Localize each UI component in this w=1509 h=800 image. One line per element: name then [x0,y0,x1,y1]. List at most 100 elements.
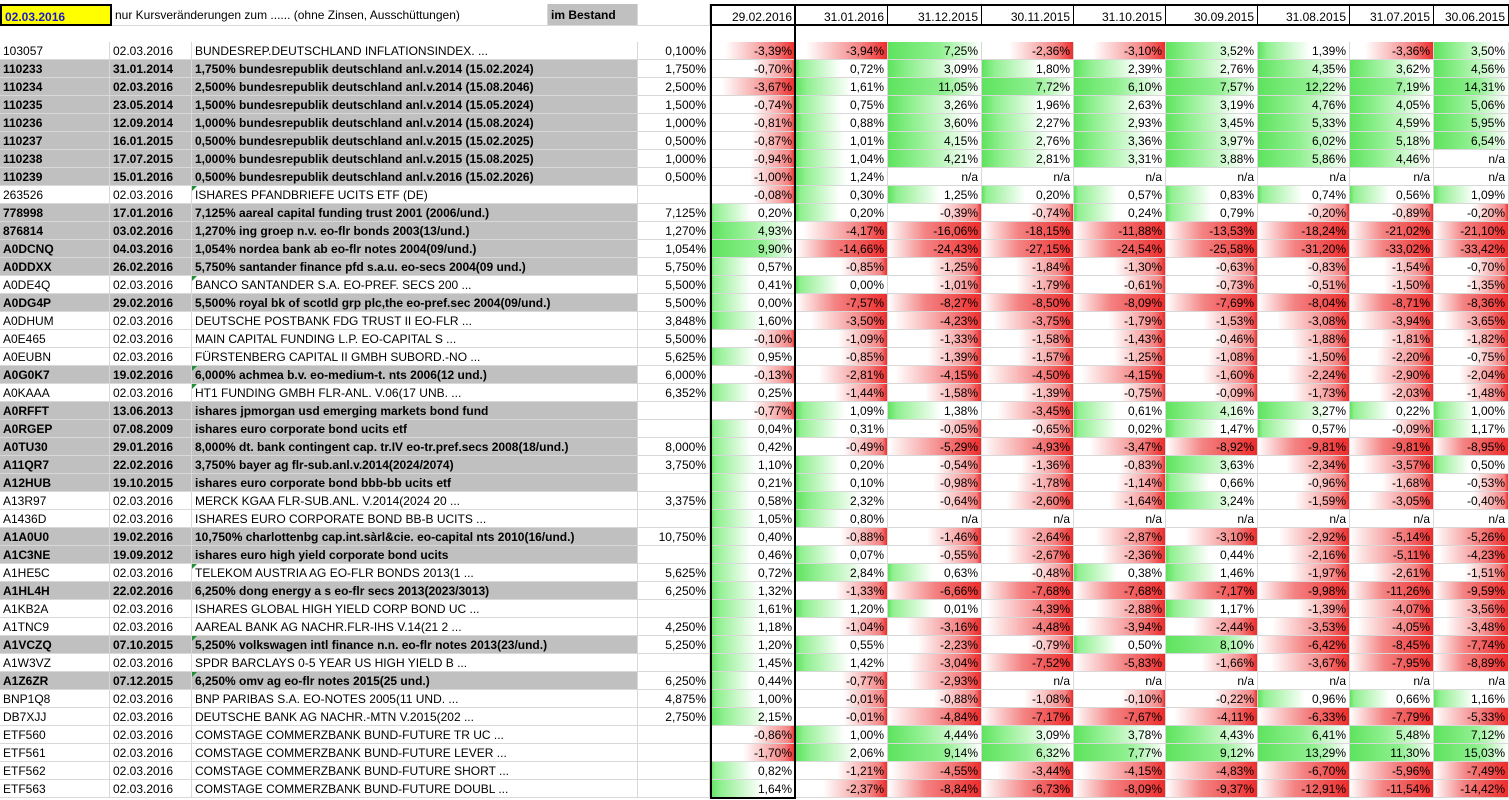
change-cell-3[interactable]: -1,84% [982,258,1074,276]
change-cell-0[interactable]: 0,82% [710,762,796,780]
coupon-cell[interactable]: 5,500% [638,294,710,312]
change-cell-4[interactable]: 3,78% [1074,726,1166,744]
coupon-cell[interactable]: 6,000% [638,366,710,384]
change-cell-0[interactable]: -0,10% [710,330,796,348]
change-cell-7[interactable]: n/a [1350,168,1434,186]
change-cell-0[interactable]: 0,95% [710,348,796,366]
change-cell-6[interactable]: -2,16% [1258,546,1350,564]
coupon-cell[interactable]: 6,250% [638,672,710,690]
security-name-cell[interactable]: MAIN CAPITAL FUNDING L.P. EO-CAPITAL S .… [192,330,638,348]
change-cell-8[interactable]: -5,33% [1434,708,1509,726]
change-cell-2[interactable]: 11,05% [888,78,982,96]
change-cell-8[interactable]: -1,35% [1434,276,1509,294]
period-header-3[interactable]: 30.11.2015 [982,4,1074,26]
change-cell-1[interactable]: 2,32% [796,492,888,510]
change-cell-6[interactable]: -8,04% [1258,294,1350,312]
security-id-cell[interactable]: 876814 [0,222,110,240]
purchase-date-cell[interactable]: 02.03.2016 [110,690,192,708]
change-cell-1[interactable]: 1,04% [796,150,888,168]
change-cell-7[interactable]: -3,94% [1350,312,1434,330]
change-cell-6[interactable]: -1,97% [1258,564,1350,582]
security-name-cell[interactable]: COMSTAGE COMMERZBANK BUND-FUTURE LEVER .… [192,744,638,762]
change-cell-3[interactable]: -2,64% [982,528,1074,546]
change-cell-3[interactable]: -4,39% [982,600,1074,618]
coupon-cell[interactable]: 2,500% [638,78,710,96]
change-cell-5[interactable]: -8,92% [1166,438,1258,456]
change-cell-1[interactable]: -0,85% [796,348,888,366]
change-cell-4[interactable]: 0,02% [1074,420,1166,438]
change-cell-7[interactable]: 7,19% [1350,78,1434,96]
change-cell-5[interactable]: 0,44% [1166,546,1258,564]
change-cell-8[interactable]: -8,36% [1434,294,1509,312]
change-cell-0[interactable]: 1,64% [710,780,796,798]
coupon-cell[interactable]: 4,250% [638,618,710,636]
change-cell-7[interactable]: n/a [1350,510,1434,528]
purchase-date-cell[interactable]: 02.03.2016 [110,762,192,780]
change-cell-8[interactable]: 1,16% [1434,690,1509,708]
change-cell-0[interactable]: 1,32% [710,582,796,600]
change-cell-6[interactable]: 4,35% [1258,60,1350,78]
security-name-cell[interactable]: 6,250% dong energy a s eo-flr secs 2013(… [192,582,638,600]
purchase-date-cell[interactable]: 22.02.2016 [110,582,192,600]
change-cell-0[interactable]: -0,70% [710,60,796,78]
change-cell-3[interactable]: 7,72% [982,78,1074,96]
change-cell-8[interactable]: -5,26% [1434,528,1509,546]
change-cell-5[interactable]: -0,63% [1166,258,1258,276]
purchase-date-cell[interactable]: 02.03.2016 [110,726,192,744]
change-cell-7[interactable]: 0,66% [1350,690,1434,708]
change-cell-0[interactable]: -0,86% [710,726,796,744]
change-cell-6[interactable]: -3,53% [1258,618,1350,636]
change-cell-2[interactable]: -0,64% [888,492,982,510]
change-cell-5[interactable]: 3,63% [1166,456,1258,474]
security-id-cell[interactable]: 110235 [0,96,110,114]
change-cell-4[interactable]: -4,15% [1074,366,1166,384]
security-name-cell[interactable]: DEUTSCHE BANK AG NACHR.-MTN V.2015(202 .… [192,708,638,726]
security-name-cell[interactable]: 1,000% bundesrepublik deutschland anl.v.… [192,150,638,168]
period-header-2[interactable]: 31.12.2015 [888,4,982,26]
purchase-date-cell[interactable]: 02.03.2016 [110,744,192,762]
change-cell-2[interactable]: 0,01% [888,600,982,618]
change-cell-5[interactable]: n/a [1166,168,1258,186]
change-cell-8[interactable]: 1,09% [1434,186,1509,204]
change-cell-2[interactable]: -5,29% [888,438,982,456]
change-cell-3[interactable]: -0,48% [982,564,1074,582]
change-cell-3[interactable]: -2,36% [982,42,1074,60]
change-cell-8[interactable]: -4,23% [1434,546,1509,564]
change-cell-4[interactable]: -4,15% [1074,762,1166,780]
change-cell-6[interactable]: 4,76% [1258,96,1350,114]
coupon-cell[interactable]: 1,054% [638,240,710,258]
purchase-date-cell[interactable]: 02.03.2016 [110,312,192,330]
change-cell-5[interactable]: -1,53% [1166,312,1258,330]
change-cell-2[interactable]: -0,39% [888,204,982,222]
change-cell-8[interactable]: n/a [1434,672,1509,690]
change-cell-8[interactable]: -1,82% [1434,330,1509,348]
change-cell-6[interactable]: 0,96% [1258,690,1350,708]
change-cell-0[interactable]: 0,40% [710,528,796,546]
change-cell-4[interactable]: -1,25% [1074,348,1166,366]
change-cell-1[interactable]: -1,44% [796,384,888,402]
coupon-cell[interactable] [638,654,710,672]
coupon-cell[interactable]: 3,848% [638,312,710,330]
change-cell-7[interactable]: 5,18% [1350,132,1434,150]
change-cell-2[interactable]: 3,09% [888,60,982,78]
security-id-cell[interactable]: 110236 [0,114,110,132]
security-id-cell[interactable]: 263526 [0,186,110,204]
change-cell-7[interactable]: 5,48% [1350,726,1434,744]
coupon-cell[interactable]: 5,625% [638,564,710,582]
coupon-cell[interactable] [638,186,710,204]
change-cell-3[interactable]: -1,79% [982,276,1074,294]
change-cell-0[interactable]: 0,00% [710,294,796,312]
security-id-cell[interactable]: A0DDXX [0,258,110,276]
change-cell-6[interactable]: -1,39% [1258,600,1350,618]
change-cell-8[interactable]: 4,56% [1434,60,1509,78]
change-cell-6[interactable]: -0,96% [1258,474,1350,492]
change-cell-3[interactable]: n/a [982,510,1074,528]
coupon-cell[interactable] [638,402,710,420]
change-cell-4[interactable]: 3,31% [1074,150,1166,168]
coupon-cell[interactable]: 7,125% [638,204,710,222]
change-cell-1[interactable]: 1,24% [796,168,888,186]
change-cell-6[interactable]: 3,27% [1258,402,1350,420]
purchase-date-cell[interactable]: 17.07.2015 [110,150,192,168]
change-cell-5[interactable]: -1,60% [1166,366,1258,384]
change-cell-6[interactable]: 0,57% [1258,420,1350,438]
